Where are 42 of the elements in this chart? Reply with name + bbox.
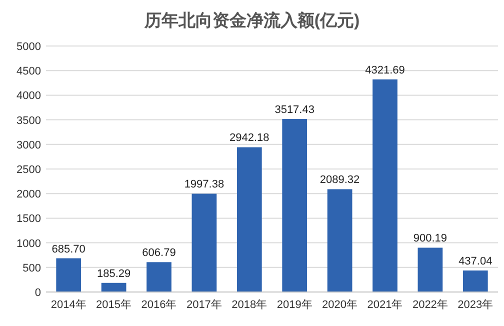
bar bbox=[56, 258, 82, 292]
bar bbox=[282, 118, 308, 292]
data-label: 3517.43 bbox=[274, 104, 314, 116]
x-tick-label: 2019年 bbox=[276, 299, 312, 311]
y-tick-label: 4500 bbox=[16, 66, 41, 78]
data-label: 2089.32 bbox=[320, 174, 360, 186]
data-label: 2942.18 bbox=[230, 132, 270, 144]
data-label: 437.04 bbox=[458, 256, 492, 268]
x-tick-label: 2016年 bbox=[141, 299, 177, 311]
x-tick-label: 2021年 bbox=[367, 299, 403, 311]
chart-title: 历年北向资金净流入额(亿元) bbox=[143, 11, 360, 30]
bar bbox=[418, 248, 443, 292]
bar bbox=[327, 189, 352, 292]
y-tick-label: 2000 bbox=[16, 188, 41, 201]
data-label: 1997.38 bbox=[184, 178, 224, 191]
bar bbox=[192, 194, 217, 292]
bar bbox=[146, 262, 172, 292]
data-label: 185.29 bbox=[96, 268, 131, 280]
x-tick-label: 2020年 bbox=[322, 299, 358, 311]
y-tick-label: 2500 bbox=[16, 164, 41, 176]
data-label: 606.79 bbox=[142, 247, 176, 260]
y-tick-label: 0 bbox=[34, 287, 41, 299]
x-tick-label: 2022年 bbox=[412, 299, 448, 311]
bar bbox=[236, 147, 262, 292]
y-tick-label: 1000 bbox=[16, 238, 41, 250]
y-tick-label: 500 bbox=[22, 262, 41, 274]
x-tick-label: 2015年 bbox=[96, 299, 132, 311]
y-tick-label: 4000 bbox=[16, 90, 41, 102]
data-label: 685.70 bbox=[52, 243, 86, 256]
y-tick-label: 5000 bbox=[16, 41, 41, 53]
data-label: 4321.69 bbox=[365, 64, 405, 76]
bar bbox=[372, 79, 398, 292]
x-tick-label: 2018年 bbox=[232, 299, 268, 311]
bar bbox=[462, 270, 488, 292]
y-tick-label: 1500 bbox=[16, 213, 41, 226]
x-tick-label: 2017年 bbox=[186, 299, 222, 311]
y-tick-label: 3000 bbox=[16, 139, 41, 152]
y-tick-label: 3500 bbox=[16, 114, 41, 127]
bar bbox=[101, 282, 126, 292]
x-tick-label: 2014年 bbox=[50, 299, 86, 311]
data-label: 900.19 bbox=[413, 232, 448, 245]
x-tick-label: 2023年 bbox=[458, 299, 494, 311]
